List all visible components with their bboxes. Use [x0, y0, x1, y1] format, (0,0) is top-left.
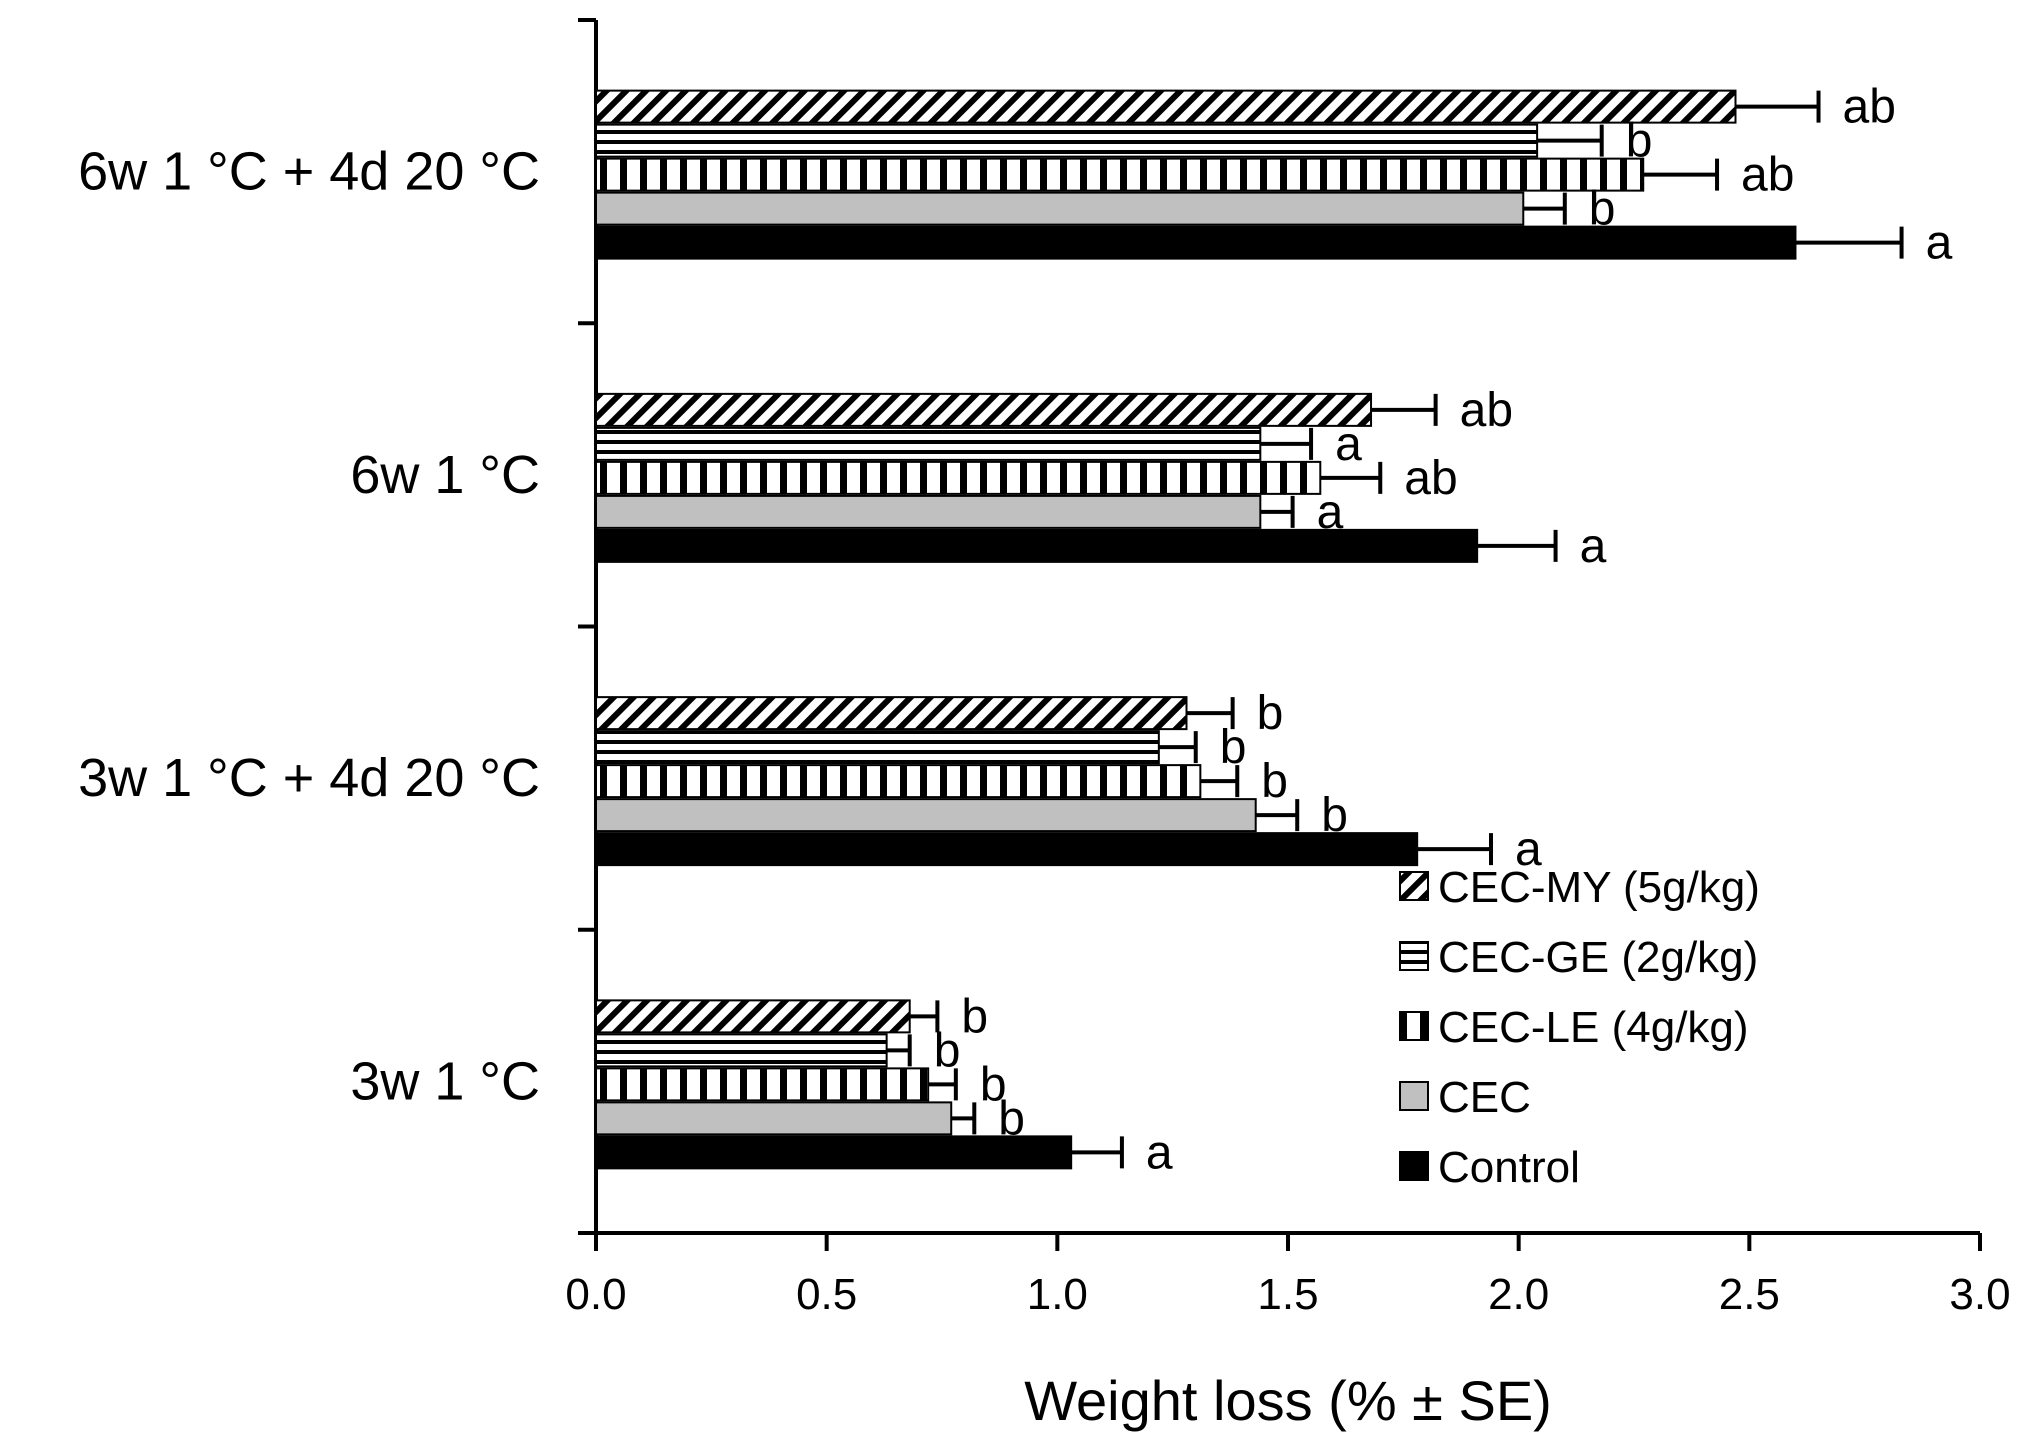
x-tick-label: 0.5 — [796, 1270, 857, 1319]
significance-letter: ab — [1741, 149, 1794, 202]
category-label: 6w 1 °C — [350, 445, 540, 505]
bar — [595, 832, 1419, 867]
significance-letter: b — [934, 1024, 961, 1077]
bar — [595, 1033, 888, 1068]
error-bars — [886, 90, 1904, 1169]
x-tick-label: 0.0 — [565, 1270, 626, 1319]
bar — [595, 528, 1479, 563]
significance-letter: b — [1321, 789, 1348, 842]
bar — [595, 123, 1539, 158]
x-tick-label: 2.5 — [1719, 1270, 1780, 1319]
bar — [595, 89, 1737, 124]
significance-letter: a — [1146, 1126, 1173, 1179]
bar — [595, 157, 1645, 192]
significance-letter: a — [1926, 217, 1953, 270]
significance-letter: a — [1335, 418, 1362, 471]
bar — [595, 225, 1797, 260]
x-axis-title: Weight loss (% ± SE) — [1024, 1369, 1552, 1432]
significance-letter: b — [1220, 721, 1247, 774]
legend-label: CEC-LE (4g/kg) — [1438, 1003, 1749, 1052]
legend-swatch — [1399, 941, 1429, 971]
x-tick-label: 1.5 — [1257, 1270, 1318, 1319]
legend-swatch — [1399, 1011, 1429, 1041]
significance-letter: a — [1317, 486, 1344, 539]
significance-letter: b — [980, 1058, 1007, 1111]
legend-swatch — [1399, 1081, 1429, 1111]
significance-letter: b — [1626, 115, 1653, 168]
bar — [595, 494, 1262, 529]
significance-letter: ab — [1460, 384, 1513, 437]
significance-letter: ab — [1404, 452, 1457, 505]
bar — [595, 696, 1188, 731]
y-axis-ticks — [578, 18, 596, 1235]
x-axis-ticks: 0.0 0.5 1.0 1.5 2.0 2.5 3.0 — [565, 1233, 2011, 1319]
significance-letter: b — [1257, 687, 1284, 740]
significance-letter: b — [1261, 755, 1288, 808]
bar — [595, 730, 1160, 765]
legend-label: CEC-GE (2g/kg) — [1438, 933, 1758, 982]
significance-letter: ab — [1843, 81, 1896, 134]
bar — [595, 764, 1202, 799]
legend-label: Control — [1438, 1143, 1580, 1192]
x-tick-label: 1.0 — [1027, 1270, 1088, 1319]
x-tick-label: 3.0 — [1949, 1270, 2010, 1319]
legend-label: CEC — [1438, 1073, 1531, 1122]
bar — [595, 1101, 953, 1136]
bar — [595, 1067, 930, 1102]
significance-letter: a — [1515, 823, 1542, 876]
category-label: 3w 1 °C — [350, 1051, 540, 1111]
bar — [595, 426, 1262, 461]
x-tick-label: 2.0 — [1488, 1270, 1549, 1319]
category-labels: 3w 1 °C 3w 1 °C + 4d 20 °C 6w 1 °C 6w 1 °C … — [78, 142, 540, 1112]
legend-swatch — [1399, 871, 1429, 901]
bar — [595, 798, 1257, 833]
bars — [595, 89, 1797, 1170]
legend-label: CEC-MY (5g/kg) — [1438, 863, 1760, 912]
bar — [595, 460, 1322, 495]
significance-letter: b — [961, 990, 988, 1043]
significance-letter: b — [1589, 183, 1616, 236]
legend: CEC-MY (5g/kg) CEC-GE (2g/kg) CEC-LE (4g/k… — [1399, 863, 1760, 1192]
significance-letter: a — [1580, 520, 1607, 573]
legend-swatch — [1399, 1151, 1429, 1181]
bar — [595, 191, 1525, 226]
bar — [595, 999, 911, 1034]
category-label: 3w 1 °C + 4d 20 °C — [78, 748, 540, 808]
category-label: 6w 1 °C + 4d 20 °C — [78, 142, 540, 202]
significance-letter: b — [998, 1092, 1025, 1145]
bar — [595, 392, 1373, 427]
